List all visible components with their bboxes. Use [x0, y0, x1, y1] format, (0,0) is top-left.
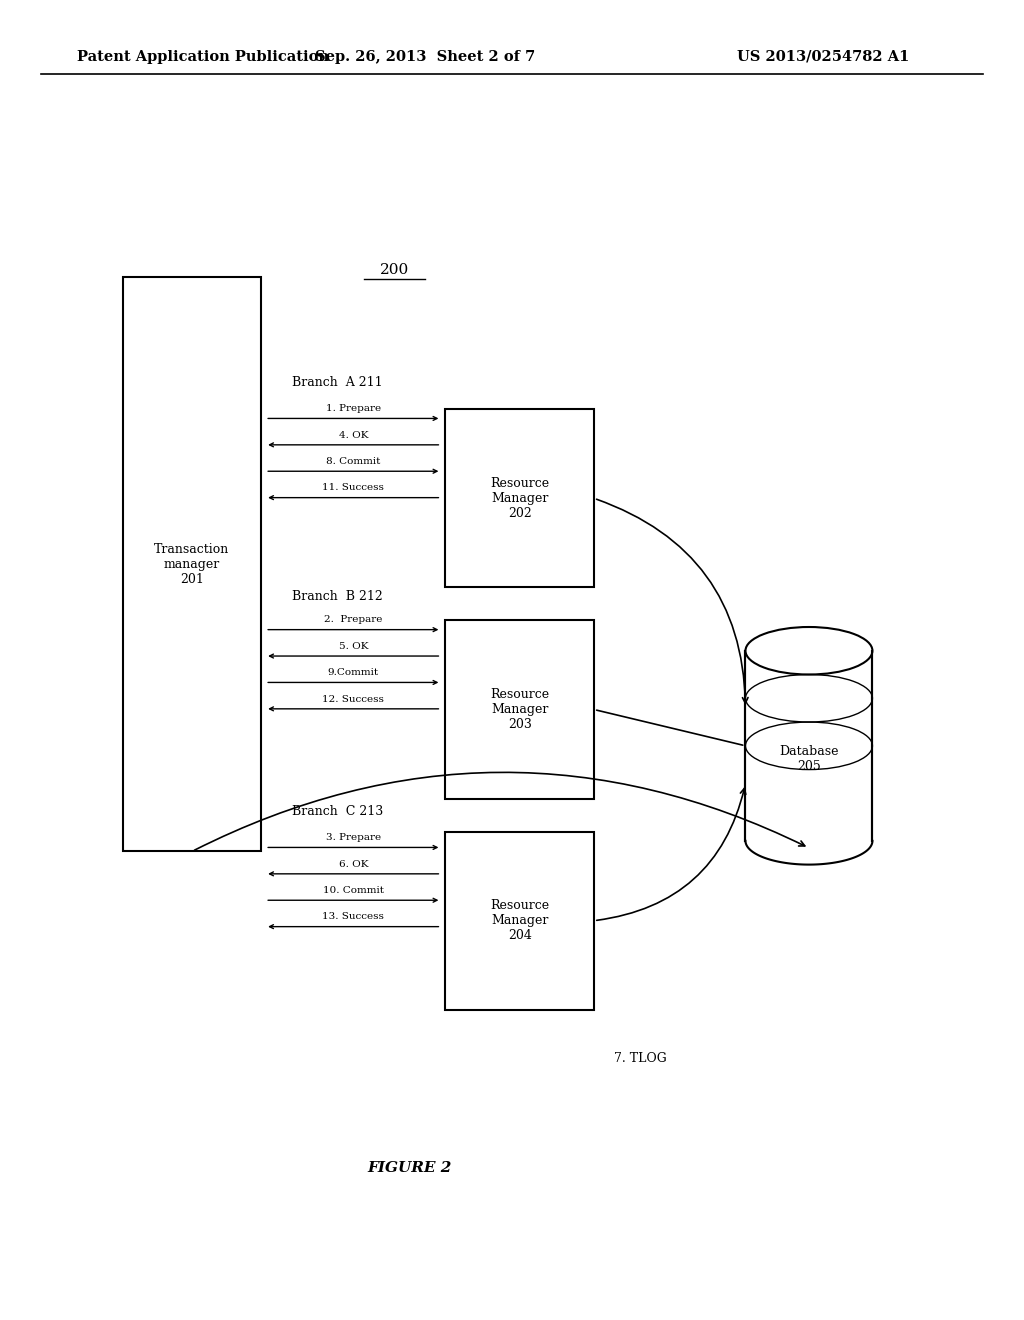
FancyBboxPatch shape	[445, 620, 594, 799]
Text: US 2013/0254782 A1: US 2013/0254782 A1	[737, 50, 909, 63]
Text: 6. OK: 6. OK	[339, 859, 368, 869]
Text: 2.  Prepare: 2. Prepare	[324, 615, 383, 624]
Text: 10. Commit: 10. Commit	[323, 886, 384, 895]
Text: Resource
Manager
203: Resource Manager 203	[490, 688, 549, 731]
Text: Branch  A 211: Branch A 211	[292, 376, 383, 389]
Text: Patent Application Publication: Patent Application Publication	[77, 50, 329, 63]
Ellipse shape	[745, 627, 872, 675]
Text: Resource
Manager
202: Resource Manager 202	[490, 477, 549, 520]
Text: Resource
Manager
204: Resource Manager 204	[490, 899, 549, 942]
Text: Branch  B 212: Branch B 212	[292, 590, 383, 603]
Text: 9.Commit: 9.Commit	[328, 668, 379, 677]
Text: Database
205: Database 205	[779, 744, 839, 774]
FancyBboxPatch shape	[445, 832, 594, 1010]
Polygon shape	[745, 651, 872, 841]
Text: 12. Success: 12. Success	[323, 694, 384, 704]
Text: Branch  C 213: Branch C 213	[292, 805, 383, 818]
Text: 8. Commit: 8. Commit	[326, 457, 381, 466]
FancyBboxPatch shape	[123, 277, 261, 851]
FancyBboxPatch shape	[445, 409, 594, 587]
Text: 7. TLOG: 7. TLOG	[614, 1052, 668, 1065]
Text: Sep. 26, 2013  Sheet 2 of 7: Sep. 26, 2013 Sheet 2 of 7	[314, 50, 536, 63]
Text: 4. OK: 4. OK	[339, 430, 368, 440]
Text: FIGURE 2: FIGURE 2	[368, 1162, 452, 1175]
Text: 1. Prepare: 1. Prepare	[326, 404, 381, 413]
Text: Transaction
manager
201: Transaction manager 201	[155, 543, 229, 586]
Text: 3. Prepare: 3. Prepare	[326, 833, 381, 842]
Text: 200: 200	[380, 263, 409, 277]
Text: 5. OK: 5. OK	[339, 642, 368, 651]
Text: 13. Success: 13. Success	[323, 912, 384, 921]
Text: 11. Success: 11. Success	[323, 483, 384, 492]
